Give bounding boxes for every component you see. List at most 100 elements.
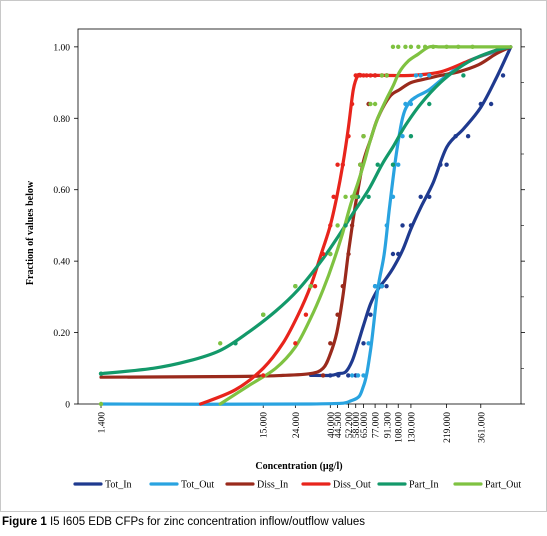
data-point-tot-out	[361, 373, 366, 378]
data-point-tot-out	[349, 373, 355, 378]
data-point-part-out	[390, 44, 396, 50]
data-point-tot-out	[403, 101, 408, 107]
data-point-part-in	[375, 162, 380, 167]
y-tick-label: 0.60	[53, 186, 70, 196]
data-point-part-in	[233, 341, 238, 346]
data-point-tot-in	[396, 251, 401, 257]
data-point-part-out	[361, 133, 366, 139]
data-point-tot-in	[328, 373, 333, 378]
data-point-diss-in	[328, 341, 333, 346]
data-point-part-out	[372, 101, 378, 107]
data-point-part-out	[396, 44, 401, 50]
data-point-tot-in	[488, 101, 494, 107]
x-tick-label: 24.000	[292, 412, 302, 438]
data-point-diss-in	[335, 312, 340, 317]
data-point-part-out	[218, 341, 223, 346]
data-point-diss-out	[328, 223, 333, 228]
series-line-tot-out	[99, 45, 513, 406]
data-point-part-in	[444, 73, 449, 78]
data-point-tot-in	[346, 373, 351, 378]
figure-caption-text: I5 I605 EDB CFPs for zinc concentration …	[49, 516, 366, 528]
data-point-diss-out	[312, 283, 318, 289]
legend-label-part-out: Part_Out	[485, 480, 521, 491]
data-point-diss-out	[364, 73, 369, 78]
y-tick-label: 0.20	[53, 329, 70, 339]
data-point-diss-out	[320, 251, 326, 257]
series-line-diss-out	[198, 45, 513, 406]
legend-label-tot-out: Tot_Out	[181, 480, 214, 491]
x-tick-label: 361.000	[477, 412, 487, 443]
data-point-tot-in	[500, 73, 506, 78]
data-point-tot-out	[396, 162, 401, 167]
data-point-part-out	[422, 44, 428, 50]
legend-label-tot-in: Tot_In	[105, 480, 132, 491]
data-point-diss-in	[320, 373, 326, 378]
data-point-part-in	[98, 371, 104, 376]
data-point-diss-out	[335, 162, 340, 167]
legend-label-diss-in: Diss_In	[257, 480, 288, 491]
data-point-tot-out	[372, 283, 378, 289]
data-point-diss-in	[346, 251, 351, 257]
data-point-part-in	[390, 162, 396, 167]
x-axis-title: Concentration (µg/l)	[255, 461, 342, 472]
x-tick-label: 58.000	[352, 412, 362, 438]
data-point-part-out	[328, 251, 333, 257]
y-axis-title: Fraction of values below	[25, 180, 36, 285]
data-point-part-out	[379, 73, 385, 78]
data-point-part-in	[366, 194, 371, 200]
data-point-part-out	[308, 283, 313, 289]
data-point-tot-in	[361, 341, 366, 346]
x-tick-label: 108.000	[395, 412, 405, 443]
data-point-diss-out	[340, 162, 345, 167]
x-tick-label: 52.200	[345, 412, 355, 438]
chart-frame: 0 0.20 0.40 0.60 0.80 1.00 1.400 15.000 24.000 40…	[0, 0, 547, 512]
data-point-part-out	[343, 194, 348, 200]
legend-label-part-in: Part_In	[409, 480, 438, 491]
series-line-part-in	[99, 45, 513, 376]
cfp-chart: 0 0.20 0.40 0.60 0.80 1.00 1.400 15.000 24.000 40…	[25, 28, 525, 491]
data-point-tot-out	[413, 73, 419, 78]
x-tick-label: 219.000	[443, 412, 453, 443]
data-point-part-out	[353, 194, 358, 200]
x-tick-label: 1.400	[98, 412, 108, 434]
data-point-tot-out	[408, 101, 414, 107]
data-point-part-out	[349, 194, 355, 200]
data-point-tot-out	[400, 133, 405, 139]
x-tick-label: 40.000	[327, 412, 337, 438]
axes-layer	[74, 28, 525, 408]
data-point-part-in	[343, 223, 348, 228]
data-point-part-out	[384, 73, 389, 78]
data-point-tot-in	[368, 312, 373, 317]
plot-area-border	[77, 28, 522, 405]
data-point-diss-out	[372, 73, 378, 78]
y-tick-label: 1.00	[53, 43, 70, 53]
series-line-part-out	[218, 44, 513, 406]
x-tick-label: 15.000	[260, 412, 270, 438]
y-tick-label: 0.80	[53, 115, 70, 125]
data-point-tot-in	[465, 133, 471, 139]
data-point-diss-out	[358, 73, 363, 78]
data-point-tot-in	[400, 223, 405, 228]
data-point-part-in	[408, 133, 414, 139]
data-point-diss-out	[293, 341, 298, 346]
data-point-part-out	[430, 44, 436, 50]
figure-number: Figure 1	[2, 516, 47, 528]
data-point-tot-in	[408, 223, 414, 228]
data-point-tot-in	[418, 194, 423, 200]
data-point-diss-out	[346, 133, 351, 139]
data-point-tot-in	[384, 283, 389, 289]
data-point-tot-out	[427, 73, 432, 78]
data-point-diss-out	[331, 194, 336, 200]
data-point-part-out	[98, 401, 104, 407]
data-point-diss-in	[349, 223, 355, 228]
figure-caption: Figure 1 I5 I605 EDB CFPs for zinc conce…	[2, 516, 547, 528]
tick-labels-layer: 0 0.20 0.40 0.60 0.80 1.00 1.400 15.000 24.000 40…	[53, 43, 487, 443]
data-point-part-out	[293, 283, 298, 289]
data-point-part-out	[261, 312, 266, 317]
data-point-tot-in	[444, 162, 449, 167]
y-tick-label: 0.40	[53, 258, 70, 268]
x-tick-label: 130.000	[407, 412, 417, 443]
legend-label-diss-out: Diss_Out	[333, 480, 371, 491]
data-point-tot-out	[379, 283, 385, 289]
data-point-diss-out	[349, 101, 355, 107]
